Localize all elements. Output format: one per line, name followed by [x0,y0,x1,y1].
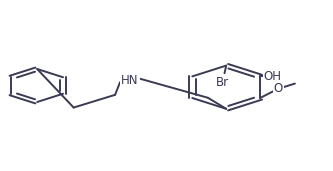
Text: Br: Br [216,76,229,89]
Text: HN: HN [121,74,139,87]
Text: OH: OH [263,70,281,83]
Text: O: O [274,82,283,95]
